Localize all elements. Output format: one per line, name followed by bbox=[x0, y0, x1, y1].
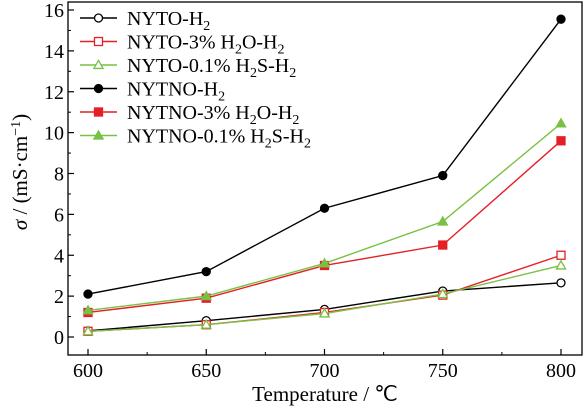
y-tick-label: 8 bbox=[54, 164, 64, 186]
data-point bbox=[438, 170, 448, 181]
data-point bbox=[556, 136, 566, 146]
series-5 bbox=[82, 117, 567, 315]
legend-entry-2: NYTO-0.1% H2S-H2 bbox=[80, 55, 296, 81]
y-tick-label: 16 bbox=[44, 0, 64, 22]
data-point bbox=[437, 288, 449, 299]
y-tick-label: 0 bbox=[54, 327, 64, 349]
y-tick-label: 10 bbox=[44, 123, 64, 145]
x-tick-label: 600 bbox=[73, 360, 103, 382]
data-point bbox=[319, 203, 330, 213]
y-tick-label: 4 bbox=[54, 245, 64, 267]
data-point bbox=[556, 278, 566, 288]
x-tick-label: 650 bbox=[191, 360, 221, 382]
data-point bbox=[82, 304, 94, 315]
series-line bbox=[87, 264, 562, 332]
legend-entry-0: NYTO-H2 bbox=[80, 8, 210, 34]
data-point bbox=[201, 266, 211, 277]
legend-label: NYTO-H2 bbox=[127, 8, 210, 34]
data-point bbox=[82, 325, 94, 336]
data-point bbox=[438, 240, 448, 250]
legend-marker bbox=[92, 129, 105, 140]
y-axis-unit-close: ) bbox=[8, 114, 32, 121]
y-tick-label: 6 bbox=[54, 204, 64, 226]
legend-marker bbox=[93, 36, 104, 47]
legend-entry-4: NYTNO-3% H2O-H2 bbox=[80, 102, 299, 128]
data-point bbox=[200, 290, 212, 301]
legend-entry-3: NYTNO-H2 bbox=[80, 79, 225, 105]
data-point bbox=[83, 289, 93, 299]
data-point bbox=[556, 250, 566, 260]
y-tick-label: 14 bbox=[44, 41, 64, 63]
legend-label: NYTO-3% H2O-H2 bbox=[127, 32, 285, 58]
y-axis-title: σ / (mS·cm−1) bbox=[8, 114, 32, 230]
data-point bbox=[318, 257, 331, 268]
legend-marker bbox=[93, 13, 104, 23]
legend-marker bbox=[92, 59, 105, 70]
series-4 bbox=[83, 136, 566, 318]
x-axis-title: Temperature / ℃ bbox=[252, 382, 398, 406]
x-tick-label: 800 bbox=[546, 360, 576, 382]
axes: 600 650 700 750 800 0 2 4 6 8 10 12 14 16 bbox=[44, 0, 576, 382]
x-tick-label: 700 bbox=[310, 360, 340, 382]
legend-entry-1: NYTO-3% H2O-H2 bbox=[80, 32, 285, 58]
data-point bbox=[556, 14, 566, 24]
y-axis-symbol: σ bbox=[8, 218, 32, 230]
y-tick-label: 2 bbox=[54, 286, 64, 308]
series-0 bbox=[83, 278, 566, 336]
series-layer bbox=[82, 14, 567, 336]
legend-label: NYTNO-H2 bbox=[127, 79, 225, 105]
y-axis-unit-exponent: −1 bbox=[9, 121, 24, 136]
data-point bbox=[555, 117, 567, 128]
legend-entry-5: NYTNO-0.1% H2S-H2 bbox=[80, 126, 311, 152]
series-line bbox=[87, 140, 562, 314]
legend-label: NYTNO-3% H2O-H2 bbox=[127, 102, 299, 128]
legend-marker bbox=[93, 107, 104, 117]
legend-marker bbox=[93, 83, 104, 94]
x-tick-label: 750 bbox=[428, 360, 458, 382]
series-2 bbox=[82, 259, 567, 336]
legend-label: NYTNO-0.1% H2S-H2 bbox=[127, 126, 311, 152]
data-point bbox=[318, 307, 331, 318]
legend-label: NYTO-0.1% H2S-H2 bbox=[127, 55, 296, 81]
data-point bbox=[200, 318, 212, 329]
data-point bbox=[437, 215, 449, 226]
y-axis-unit: / (mS·cm bbox=[8, 136, 32, 220]
y-tick-label: 12 bbox=[44, 82, 64, 104]
data-point bbox=[555, 259, 567, 270]
series-3 bbox=[83, 14, 566, 299]
